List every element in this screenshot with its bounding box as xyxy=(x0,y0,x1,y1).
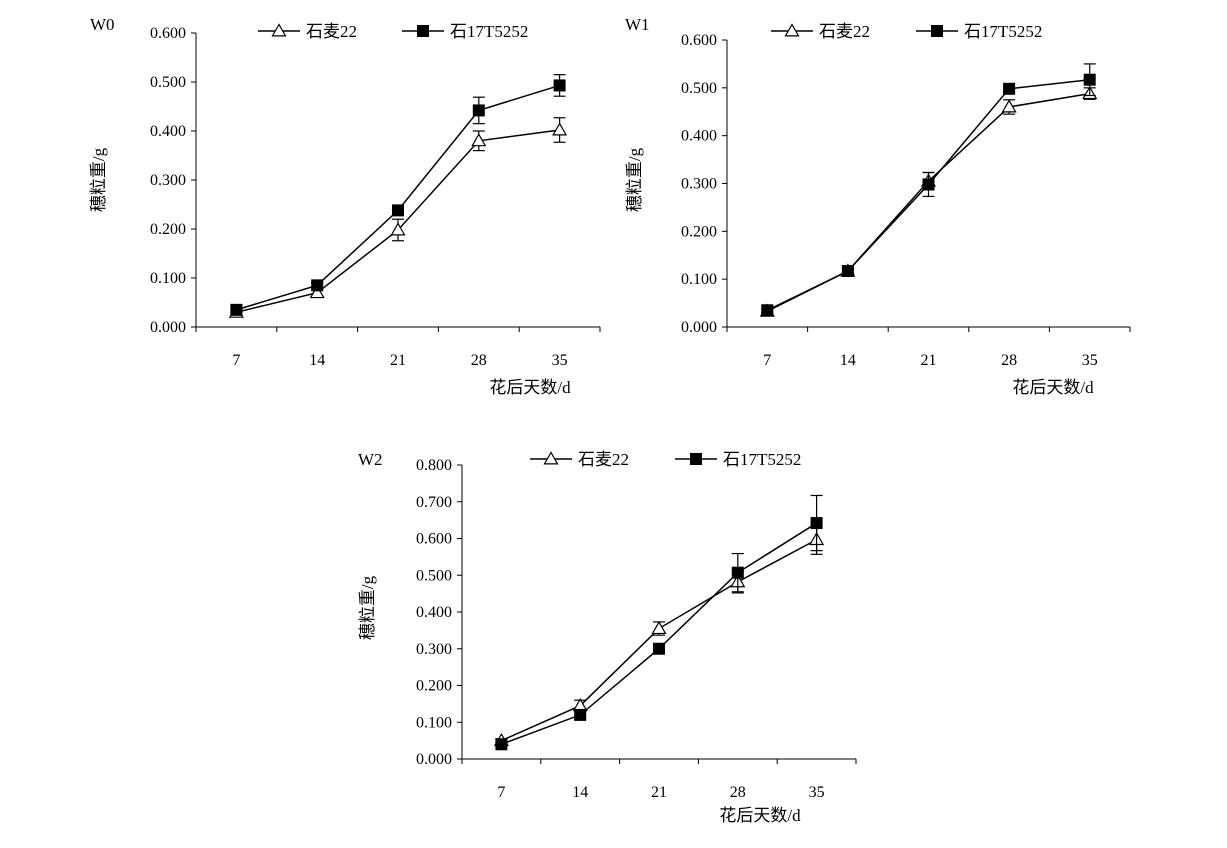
legend-label: 石麦22 xyxy=(578,450,629,469)
legend-marker xyxy=(931,25,943,37)
chart-panel-w2: 0.000 0.100 0.200 0.300 0.400 0.500 0.600 0.700… xyxy=(358,450,857,825)
y-tick-label: 0.000 xyxy=(150,319,186,336)
panel-label: W1 xyxy=(625,15,650,34)
y-tick-label: 0.300 xyxy=(681,176,717,193)
x-tick-label: 21 xyxy=(390,352,406,369)
y-tick-label: 0.600 xyxy=(416,531,452,548)
y-axis-title: 穗粒重/g xyxy=(89,147,108,212)
data-point xyxy=(810,517,823,530)
series-line xyxy=(501,538,817,742)
data-point xyxy=(731,566,744,579)
legend-marker xyxy=(271,23,287,37)
y-tick-label: 0.400 xyxy=(150,123,186,140)
legend-marker xyxy=(417,25,429,37)
legend: 石麦22 石17T5252 xyxy=(771,22,1042,41)
x-tick-label: 35 xyxy=(1082,352,1098,369)
data-point xyxy=(390,222,406,236)
x-tick-label: 14 xyxy=(309,352,325,369)
data-point xyxy=(311,279,324,292)
data-point xyxy=(472,104,485,117)
data-point xyxy=(1003,82,1016,95)
y-tick-label: 0.500 xyxy=(150,74,186,91)
y-tick-label: 0.100 xyxy=(681,271,717,288)
y-tick-label: 0.400 xyxy=(416,604,452,621)
panel-label: W0 xyxy=(90,15,115,34)
x-tick-label: 21 xyxy=(921,352,937,369)
series-shimai22 xyxy=(228,117,568,318)
x-tick-label: 14 xyxy=(572,784,588,801)
x-tick-label: 28 xyxy=(1001,352,1017,369)
data-point xyxy=(471,133,487,147)
data-point xyxy=(553,79,566,92)
legend-label: 石17T5252 xyxy=(964,22,1042,41)
x-axis-title: 花后天数/d xyxy=(489,378,571,397)
y-tick-label: 0.600 xyxy=(150,25,186,42)
x-tick-label: 28 xyxy=(471,352,487,369)
legend-marker xyxy=(690,453,702,465)
data-point xyxy=(761,304,774,317)
legend-label: 石17T5252 xyxy=(723,450,801,469)
legend: 石麦22 石17T5252 xyxy=(530,450,801,469)
y-axis-title: 穗粒重/g xyxy=(625,147,644,212)
legend-label: 石17T5252 xyxy=(450,22,528,41)
legend-label: 石麦22 xyxy=(306,22,357,41)
chart-panel-w0: 0.000 0.100 0.200 0.300 0.400 0.500 0.600 7 14 21… xyxy=(89,15,601,397)
data-point xyxy=(392,204,404,217)
legend: 石麦22 石17T5252 xyxy=(258,22,528,41)
x-tick-label: 14 xyxy=(840,352,856,369)
data-point xyxy=(495,738,508,751)
y-axis-title: 穗粒重/g xyxy=(358,575,377,640)
series-shimai22 xyxy=(493,524,825,747)
series-line xyxy=(766,92,1090,312)
y-tick-label: 0.100 xyxy=(416,714,452,731)
data-point xyxy=(841,265,854,278)
y-tick-label: 0.500 xyxy=(416,567,452,584)
y-tick-label: 0.500 xyxy=(681,80,717,97)
chart-panel-w1: 0.000 0.100 0.200 0.300 0.400 0.500 0.600 7 14 21… xyxy=(625,15,1131,397)
y-tick-label: 0.400 xyxy=(681,128,717,145)
panel-label: W2 xyxy=(358,450,383,469)
data-point xyxy=(230,303,243,316)
series-shi17t5252 xyxy=(230,74,566,316)
y-tick-label: 0.600 xyxy=(681,32,717,49)
series-shi17t5252 xyxy=(495,494,823,751)
data-point xyxy=(309,284,325,299)
x-tick-label: 35 xyxy=(552,352,568,369)
y-tick-label: 0.700 xyxy=(416,494,452,511)
series-line xyxy=(236,84,560,311)
data-point xyxy=(922,178,935,191)
data-point xyxy=(1083,73,1096,86)
x-tick-label: 28 xyxy=(730,784,746,801)
x-tick-label: 21 xyxy=(651,784,667,801)
y-tick-label: 0.200 xyxy=(150,221,186,238)
y-tick-label: 0.200 xyxy=(681,223,717,240)
data-point xyxy=(651,620,667,635)
y-tick-label: 0.300 xyxy=(416,641,452,658)
series-shimai22 xyxy=(759,85,1098,317)
x-tick-label: 35 xyxy=(809,784,825,801)
legend-marker xyxy=(784,23,800,37)
y-tick-label: 0.300 xyxy=(150,172,186,189)
data-point xyxy=(1001,99,1017,113)
data-point xyxy=(574,708,587,721)
y-tick-label: 0.200 xyxy=(416,678,452,695)
x-tick-label: 7 xyxy=(232,352,240,369)
x-axis-title: 花后天数/d xyxy=(1012,378,1094,397)
y-tick-label: 0.000 xyxy=(681,319,717,336)
y-tick-label: 0.000 xyxy=(416,751,452,768)
x-tick-label: 7 xyxy=(763,352,771,369)
legend-label: 石麦22 xyxy=(819,22,870,41)
data-point xyxy=(552,122,568,136)
x-axis-title: 花后天数/d xyxy=(719,806,801,825)
y-tick-label: 0.100 xyxy=(150,270,186,287)
x-tick-label: 7 xyxy=(497,784,505,801)
legend-marker xyxy=(543,451,559,465)
y-tick-label: 0.800 xyxy=(416,457,452,474)
data-point xyxy=(653,642,665,655)
series-shi17t5252 xyxy=(761,63,1096,317)
